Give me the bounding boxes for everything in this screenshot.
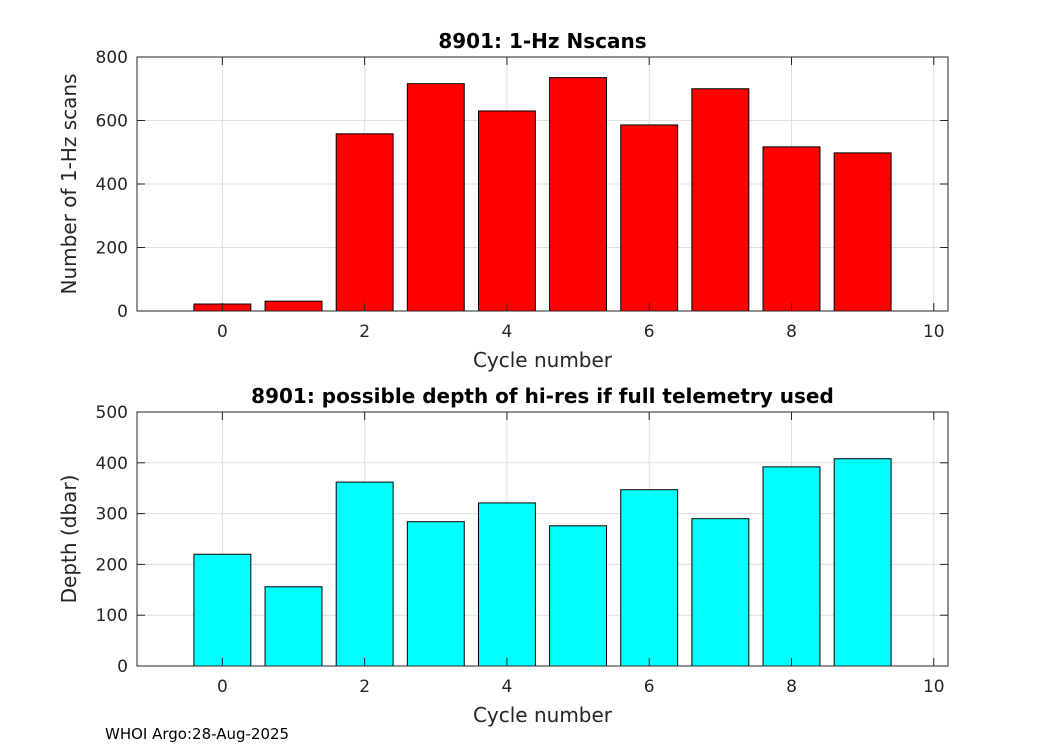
bar-cycle-5 xyxy=(549,77,608,312)
y-tick-label: 200 xyxy=(96,555,128,575)
chart-title: 8901: possible depth of hi-res if full t… xyxy=(251,384,834,408)
bar-cycle-6 xyxy=(620,124,679,312)
bar-cycle-8 xyxy=(762,466,821,667)
x-tick-label: 0 xyxy=(217,677,228,697)
x-tick-label: 10 xyxy=(923,322,945,342)
bar-cycle-3 xyxy=(406,83,465,312)
plot-area xyxy=(137,412,948,666)
x-tick-label: 0 xyxy=(217,322,228,342)
y-axis-label: Depth (dbar) xyxy=(57,475,81,604)
bar-cycle-7 xyxy=(691,88,750,312)
chart-title: 8901: 1-Hz Nscans xyxy=(438,29,646,53)
x-tick-label: 10 xyxy=(923,677,945,697)
y-tick-label: 0 xyxy=(117,657,128,677)
x-tick-label: 6 xyxy=(644,322,655,342)
y-tick-label: 400 xyxy=(96,175,128,195)
y-tick-label: 200 xyxy=(96,239,128,259)
bar-cycle-5 xyxy=(549,525,608,667)
bar-cycle-4 xyxy=(477,110,536,312)
y-tick-label: 600 xyxy=(96,112,128,132)
x-tick-label: 8 xyxy=(786,677,797,697)
bar-cycle-8 xyxy=(762,146,821,312)
bar-cycle-3 xyxy=(406,521,465,667)
y-tick-label: 800 xyxy=(96,48,128,68)
bar-cycle-2 xyxy=(335,133,394,312)
y-tick-label: 100 xyxy=(96,606,128,626)
bar-cycle-4 xyxy=(477,502,536,667)
x-tick-label: 4 xyxy=(502,677,513,697)
y-tick-label: 300 xyxy=(96,505,128,525)
x-axis-label: Cycle number xyxy=(473,703,613,727)
bar-cycle-2 xyxy=(335,481,394,667)
axes-box xyxy=(136,411,949,667)
x-tick-label: 4 xyxy=(502,322,513,342)
bar-cycle-6 xyxy=(620,489,679,667)
x-tick-label: 2 xyxy=(359,677,370,697)
bar-cycle-1 xyxy=(264,586,323,667)
x-axis-label: Cycle number xyxy=(473,348,613,372)
bar-cycle-1 xyxy=(264,300,323,312)
y-axis-label: Number of 1-Hz scans xyxy=(57,74,81,295)
bar-cycle-9 xyxy=(833,458,892,667)
y-tick-label: 400 xyxy=(96,454,128,474)
bar-cycle-7 xyxy=(691,518,750,667)
y-tick-label: 500 xyxy=(96,403,128,423)
x-tick-label: 2 xyxy=(359,322,370,342)
x-tick-label: 8 xyxy=(786,322,797,342)
chart-nscans: 0 2 4 6 8 10 0 200 400 600 800 8901: 1-Hz Nscans Cyc… xyxy=(57,29,949,372)
y-tick-label: 0 xyxy=(117,302,128,322)
footer-credit: WHOI Argo:28-Aug-2025 xyxy=(105,725,290,743)
bar-cycle-9 xyxy=(833,152,892,312)
x-tick-label: 6 xyxy=(644,677,655,697)
bar-cycle-0 xyxy=(193,553,252,667)
